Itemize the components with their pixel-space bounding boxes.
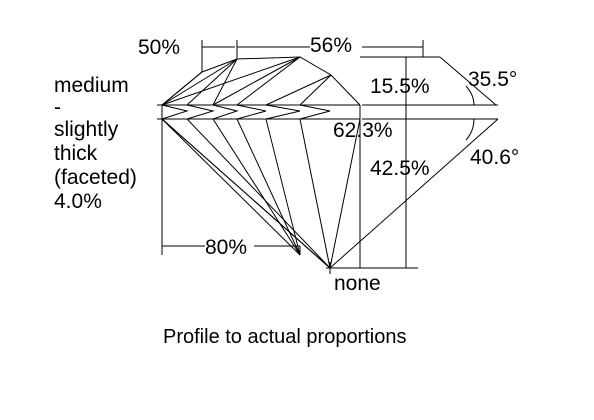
lower-half-length-label: 80%	[205, 236, 247, 259]
pavilion-depth-label: 42.5%	[370, 157, 430, 180]
total-depth-label: 62.3%	[333, 119, 393, 142]
pavilion-facets	[161, 118, 331, 269]
culet-label: none	[334, 272, 381, 295]
star-percent-label: 50%	[138, 36, 180, 59]
crown-facets	[161, 56, 360, 106]
dimension-lines	[161, 40, 499, 269]
girdle-description: medium - slightly thick (faceted) 4.0%	[54, 74, 143, 213]
girdle-facets	[161, 104, 331, 120]
crown-height-label: 15.5%	[370, 75, 430, 98]
diagram-caption: Profile to actual proportions	[163, 326, 406, 348]
crown-angle-label: 35.5°	[468, 68, 517, 91]
pavilion-angle-label: 40.6°	[470, 146, 519, 169]
table-percent-label: 56%	[310, 34, 352, 57]
